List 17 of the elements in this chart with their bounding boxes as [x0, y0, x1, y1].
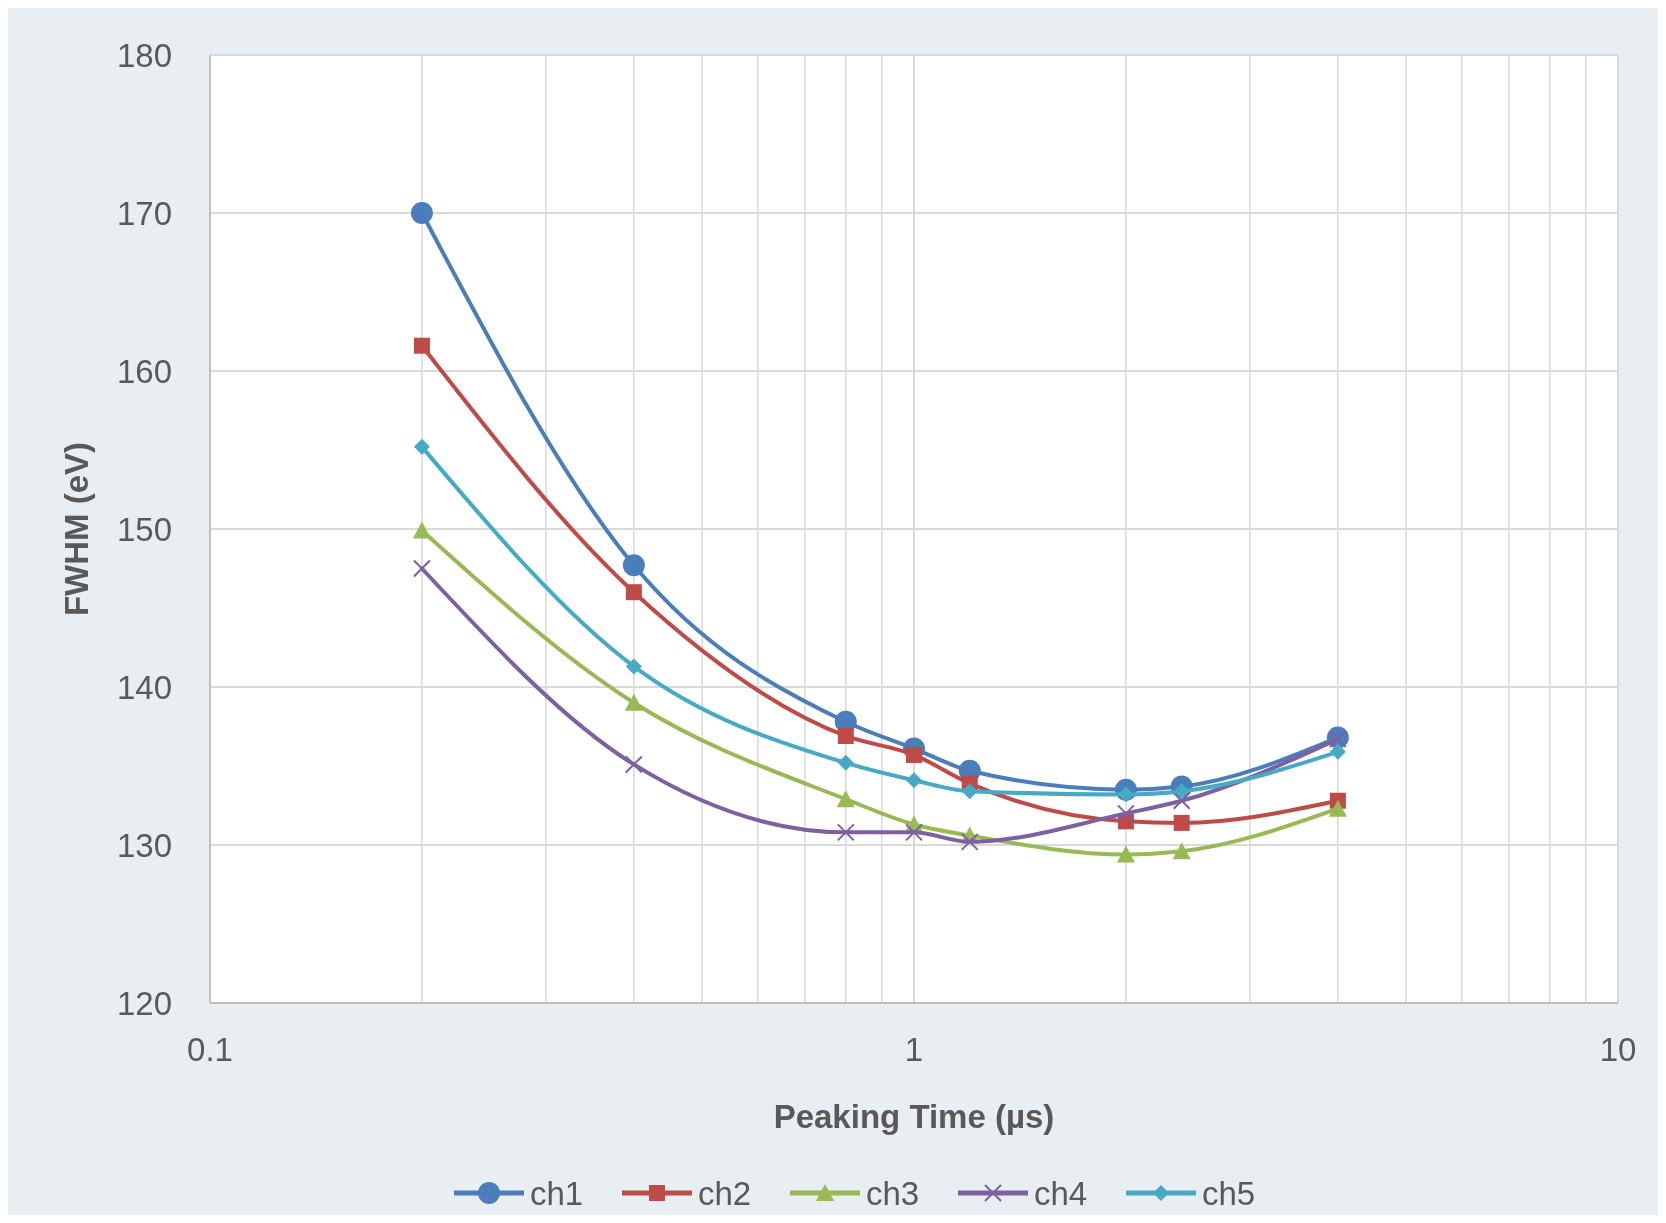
y-tick-label: 150: [116, 510, 172, 548]
y-tick-label: 120: [116, 984, 172, 1022]
y-tick-label: 130: [116, 826, 172, 864]
x-tick-label: 10: [1599, 1031, 1637, 1068]
legend-label: ch1: [530, 1174, 584, 1212]
y-tick-label: 170: [116, 194, 172, 232]
x-tick-label: 0.1: [187, 1031, 233, 1068]
x-tick-label: 1: [904, 1031, 924, 1068]
legend-label: ch4: [1034, 1174, 1088, 1212]
legend-label: ch5: [1202, 1174, 1256, 1212]
y-tick-label: 140: [116, 668, 172, 706]
x-axis-title: Peaking Time (µs): [773, 1098, 1055, 1135]
y-tick-label: 180: [116, 36, 172, 74]
legend-label: ch3: [866, 1174, 920, 1212]
y-tick-label: 160: [116, 352, 172, 390]
y-axis-title: FWHM (eV): [58, 441, 95, 617]
legend-label: ch2: [698, 1174, 752, 1212]
